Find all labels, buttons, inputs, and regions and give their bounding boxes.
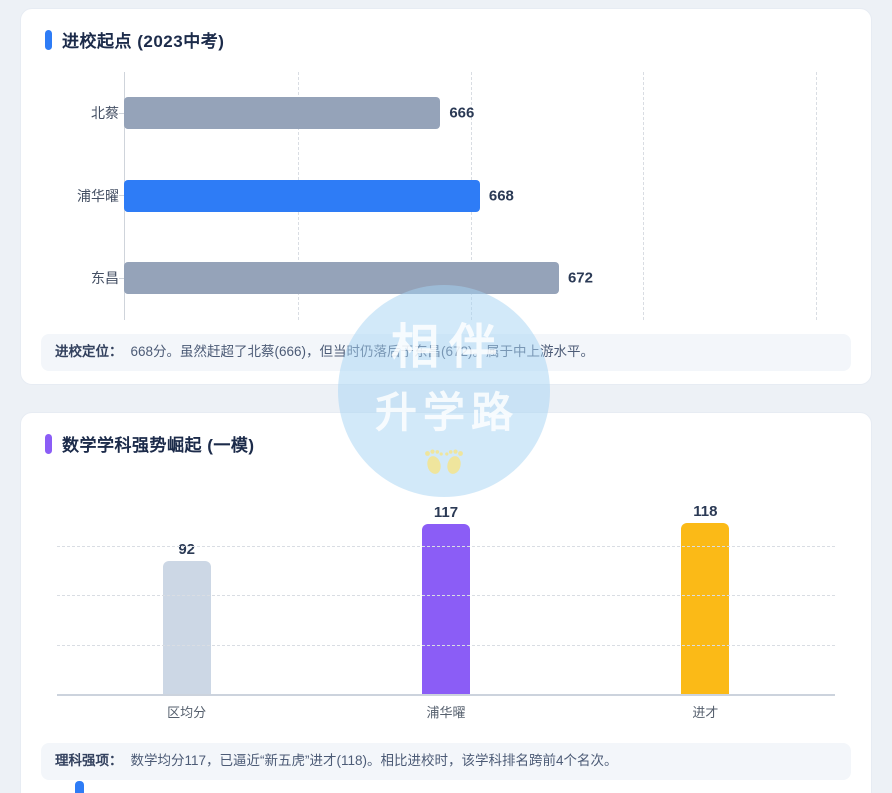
gridline xyxy=(816,72,817,320)
card1-note: 进校定位： 668分。虽然赶超了北蔡(666)，但当时仍落后于东昌(672)。属于… xyxy=(41,334,851,371)
card2-title-row: 数学学科强势崛起 (一模) xyxy=(45,431,847,456)
bar-column: 92 xyxy=(57,496,316,694)
category-label: 区均分 xyxy=(167,705,207,720)
bar xyxy=(124,97,441,130)
gridline xyxy=(643,72,645,320)
card-math-rise: 数学学科强势崛起 (一模) 92 117 118 区均分 浦华曜 进才 理科强项： 数学均… xyxy=(20,412,872,793)
card1-note-label: 进校定位： xyxy=(55,344,123,359)
chart2-x-labels: 区均分 浦华曜 进才 xyxy=(57,702,835,721)
bar xyxy=(124,179,480,212)
card2-note: 理科强项： 数学均分117，已逼近“新五虎”进才(118)。相比进校时，该学科排名… xyxy=(41,743,851,780)
gridline xyxy=(57,545,835,547)
bar-track: 666 xyxy=(124,97,816,130)
value-label: 92 xyxy=(178,540,195,558)
bar xyxy=(124,262,559,295)
category-label: 浦华曜 xyxy=(426,705,466,720)
bar xyxy=(681,523,730,694)
bar-row: 浦华曜 668 xyxy=(41,155,851,238)
entry-score-chart: 北蔡 666 浦华曜 668 东昌 672 xyxy=(41,72,851,320)
gridline xyxy=(57,595,835,596)
value-label: 668 xyxy=(488,187,514,205)
card1-title-row: 进校起点 (2023中考) xyxy=(45,27,847,52)
card-entry-score: 进校起点 (2023中考) 北蔡 666 浦华曜 668 东昌 672 进校定位： 668分… xyxy=(20,8,872,385)
title-accent-bar xyxy=(45,433,52,454)
bar xyxy=(421,524,470,694)
bar xyxy=(162,560,211,694)
next-section-accent xyxy=(75,781,84,793)
bar-track: 668 xyxy=(124,179,816,212)
card2-title: 数学学科强势崛起 (一模) xyxy=(62,436,255,455)
value-label: 117 xyxy=(433,504,459,522)
value-label: 672 xyxy=(567,269,593,287)
value-label: 666 xyxy=(449,104,475,122)
card1-title: 进校起点 (2023中考) xyxy=(62,32,225,51)
chart2-plot: 92 117 118 xyxy=(57,496,835,696)
category-label: 东昌 xyxy=(91,270,119,287)
math-score-chart: 92 117 118 区均分 浦华曜 进才 xyxy=(57,496,835,721)
card1-note-text: 668分。虽然赶超了北蔡(666)，但当时仍落后于东昌(672)。属于中上游水平… xyxy=(130,344,595,359)
chart1-bars: 北蔡 666 浦华曜 668 东昌 672 xyxy=(41,72,851,320)
axis-tick xyxy=(119,277,124,279)
category-label: 进才 xyxy=(692,705,719,720)
bar-column: 117 xyxy=(316,496,575,694)
axis-tick xyxy=(119,195,124,197)
gridline xyxy=(57,644,835,646)
axis-tick xyxy=(119,112,124,114)
category-label: 北蔡 xyxy=(91,105,119,122)
bar-track: 672 xyxy=(124,262,816,295)
title-accent-bar xyxy=(45,29,52,50)
card2-note-label: 理科强项： xyxy=(55,753,123,768)
bar-row: 北蔡 666 xyxy=(41,72,851,155)
bar-row: 东昌 672 xyxy=(41,237,851,320)
value-label: 118 xyxy=(693,503,718,520)
category-label: 浦华曜 xyxy=(77,187,119,204)
card2-note-text: 数学均分117，已逼近“新五虎”进才(118)。相比进校时，该学科排名跨前4个名… xyxy=(130,753,618,768)
bar-column: 118 xyxy=(576,496,835,694)
